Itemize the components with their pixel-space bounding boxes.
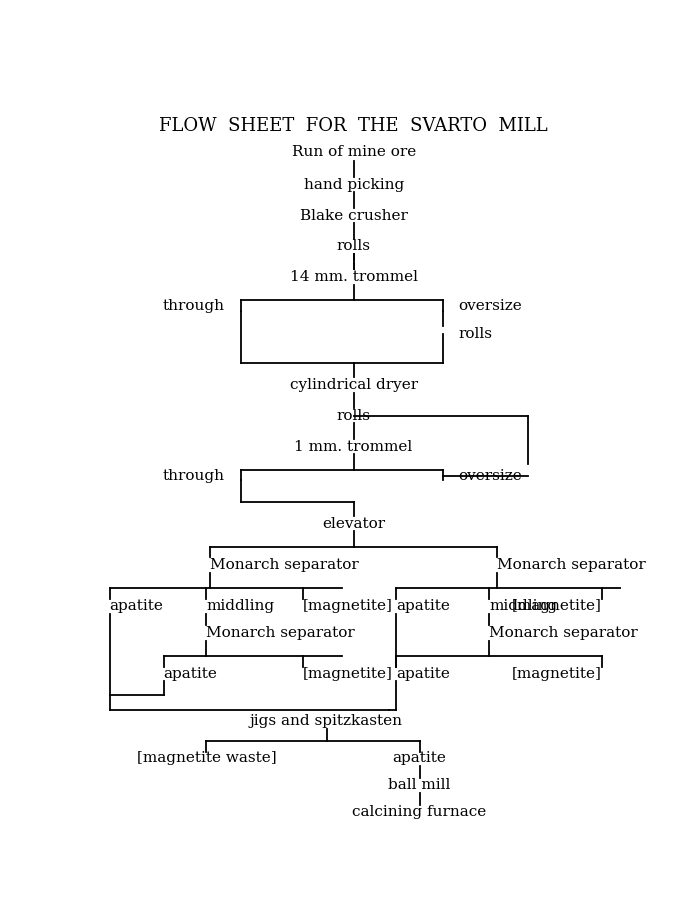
Text: [magnetite waste]: [magnetite waste] <box>137 752 276 765</box>
Text: oversize: oversize <box>458 300 522 313</box>
Text: [magnetite]: [magnetite] <box>303 599 393 613</box>
Text: middling: middling <box>489 599 558 613</box>
Text: rolls: rolls <box>458 327 492 341</box>
Text: [magnetite]: [magnetite] <box>303 667 393 681</box>
Text: rolls: rolls <box>337 409 371 423</box>
Text: 14 mm. trommel: 14 mm. trommel <box>290 271 417 284</box>
Text: Monarch separator: Monarch separator <box>489 626 638 640</box>
Text: elevator: elevator <box>322 517 385 530</box>
Text: [magnetite]: [magnetite] <box>512 599 602 613</box>
Text: Run of mine ore: Run of mine ore <box>291 145 416 159</box>
Text: Monarch separator: Monarch separator <box>210 558 359 572</box>
Text: middling: middling <box>206 599 275 613</box>
Text: rolls: rolls <box>337 240 371 253</box>
Text: apatite: apatite <box>396 599 450 613</box>
Text: apatite: apatite <box>110 599 164 613</box>
Text: Monarch separator: Monarch separator <box>206 626 355 640</box>
Text: through: through <box>162 300 224 313</box>
Text: apatite: apatite <box>164 667 217 681</box>
Text: cylindrical dryer: cylindrical dryer <box>290 378 417 392</box>
Text: [magnetite]: [magnetite] <box>512 667 602 681</box>
Text: Monarch separator: Monarch separator <box>497 558 646 572</box>
Text: Blake crusher: Blake crusher <box>299 209 408 222</box>
Text: oversize: oversize <box>458 469 522 483</box>
Text: 1 mm. trommel: 1 mm. trommel <box>295 440 413 454</box>
Text: ball mill: ball mill <box>388 778 451 793</box>
Text: hand picking: hand picking <box>304 178 404 192</box>
Text: apatite: apatite <box>396 667 450 681</box>
Text: calcining furnace: calcining furnace <box>353 805 486 819</box>
Text: apatite: apatite <box>393 752 446 765</box>
Text: FLOW  SHEET  FOR  THE  SVARTO  MILL: FLOW SHEET FOR THE SVARTO MILL <box>159 118 548 135</box>
Text: through: through <box>162 469 224 483</box>
Text: jigs and spitzkasten: jigs and spitzkasten <box>250 714 403 729</box>
